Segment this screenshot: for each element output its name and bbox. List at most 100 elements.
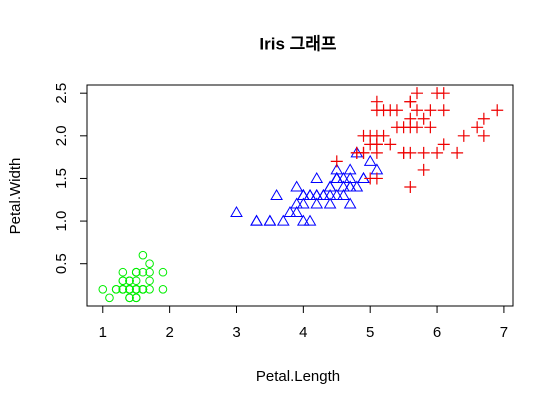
point (404, 180, 417, 193)
y-axis-title: Petal.Width (7, 158, 24, 235)
x-tick-label: 4 (299, 324, 307, 341)
x-tick-label: 3 (232, 324, 240, 341)
point (138, 267, 148, 277)
point (337, 180, 350, 192)
point (125, 276, 134, 286)
point (477, 112, 490, 125)
x-tick-label: 1 (99, 324, 107, 341)
point (145, 284, 154, 294)
point (477, 129, 490, 142)
x-tick-label: 5 (366, 324, 374, 341)
point (384, 138, 397, 151)
point (397, 146, 410, 159)
y-tick-label: 2.5 (53, 83, 70, 104)
point (343, 180, 357, 192)
point (364, 138, 377, 151)
point (118, 284, 128, 294)
point (145, 259, 154, 269)
point (390, 121, 403, 134)
point (377, 104, 390, 117)
x-tick-label: 2 (165, 324, 173, 341)
point (98, 284, 108, 294)
point (357, 171, 370, 183)
point (310, 171, 324, 183)
point (145, 276, 154, 286)
point (370, 172, 383, 185)
x-tick-label: 6 (433, 324, 441, 341)
point (263, 214, 277, 226)
point (431, 146, 444, 159)
y-tick-label: 1.5 (53, 168, 70, 189)
point (330, 163, 344, 175)
point (131, 276, 141, 286)
point (417, 163, 430, 176)
point (131, 293, 141, 303)
point (343, 197, 357, 209)
point (125, 284, 134, 294)
point (303, 189, 317, 200)
point (377, 129, 390, 142)
point (350, 180, 364, 192)
point (145, 267, 154, 277)
point (417, 146, 430, 159)
point (404, 95, 417, 108)
point (131, 267, 141, 277)
point (296, 197, 310, 209)
point (363, 154, 377, 166)
point (437, 87, 450, 100)
point (158, 267, 168, 277)
point (118, 276, 128, 286)
point (410, 104, 423, 117)
y-tick-label: 0.5 (53, 253, 70, 274)
y-tick-label: 1.0 (53, 211, 70, 232)
x-axis-title: Petal.Length (256, 368, 340, 385)
point (276, 214, 290, 226)
point (370, 146, 383, 159)
point (424, 104, 437, 117)
point (404, 112, 417, 125)
point (250, 214, 263, 226)
point (290, 197, 304, 209)
point (323, 197, 337, 209)
point (330, 155, 343, 168)
point (471, 121, 484, 134)
point (451, 146, 464, 159)
point (491, 104, 504, 117)
point (437, 138, 450, 151)
point (417, 112, 430, 125)
point (357, 129, 370, 142)
chart-title: Iris 그래프 (259, 34, 337, 53)
point (390, 104, 403, 117)
point (230, 206, 243, 218)
point (310, 197, 324, 209)
point (270, 189, 283, 200)
point (457, 129, 470, 142)
point (350, 146, 363, 159)
point (337, 189, 350, 200)
point (330, 171, 344, 183)
point (303, 214, 317, 226)
point (290, 180, 304, 192)
point (343, 171, 357, 183)
point (158, 284, 168, 294)
point (296, 214, 310, 226)
point (138, 284, 148, 294)
point (138, 250, 148, 260)
point (424, 121, 437, 134)
point (330, 189, 344, 200)
point (310, 189, 324, 200)
y-tick-label: 2.0 (53, 125, 70, 146)
point (317, 189, 330, 200)
point (125, 293, 134, 303)
point (290, 206, 304, 218)
point (111, 284, 121, 294)
point (437, 104, 450, 117)
x-tick-label: 7 (500, 324, 508, 341)
point (283, 206, 297, 218)
point (410, 87, 423, 100)
point (118, 267, 128, 277)
point (105, 293, 114, 303)
